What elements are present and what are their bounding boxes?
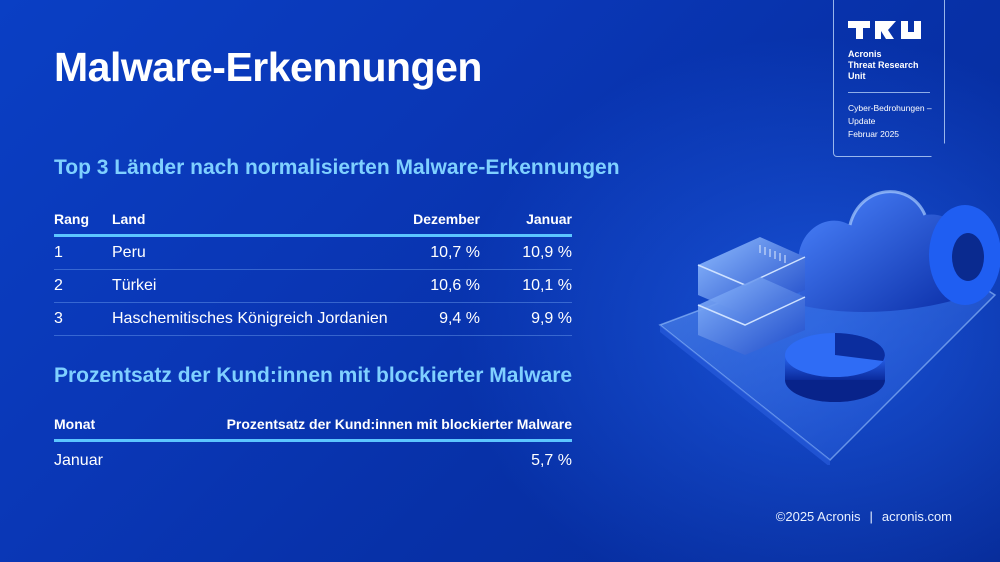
col-header-january: Januar <box>480 205 572 237</box>
table-header-row: Monat Prozentsatz der Kund:innen mit blo… <box>54 410 572 442</box>
col-header-month: Monat <box>54 410 119 442</box>
badge-divider <box>848 92 930 93</box>
december-cell: 10,6 % <box>398 269 480 303</box>
january-cell: 10,1 % <box>480 269 572 303</box>
month-cell: Januar <box>54 452 103 469</box>
blocked-malware-table: Monat Prozentsatz der Kund:innen mit blo… <box>54 410 572 477</box>
col-header-country: Land <box>112 205 398 237</box>
section2-heading: Prozentsatz der Kund:innen mit blockiert… <box>54 364 573 387</box>
badge-report-line: Update <box>848 116 876 126</box>
country-cell: Peru <box>112 235 398 270</box>
col-header-percentage: Prozentsatz der Kund:innen mit blockiert… <box>118 410 572 442</box>
col-header-december: Dezember <box>398 205 480 237</box>
cloud-icon <box>798 190 961 312</box>
footer-separator: | <box>869 509 873 524</box>
table-row: 1 Peru 10,7 % 10,9 % <box>54 235 572 270</box>
pie-chart-icon <box>785 333 885 402</box>
badge-org-line: Threat Research <box>848 60 919 70</box>
footer: ©2025 Acronis | acronis.com <box>776 509 952 524</box>
country-cell: Türkei <box>112 269 398 303</box>
december-cell: 10,7 % <box>398 235 480 270</box>
rank-cell: 3 <box>54 302 112 336</box>
badge-org-line: Acronis <box>848 49 882 59</box>
badge-report-line: Februar 2025 <box>848 129 900 139</box>
badge-report-line: Cyber-Bedrohungen – <box>848 103 932 113</box>
copyright-text: ©2025 Acronis <box>775 509 861 524</box>
table-row: 2 Türkei 10,6 % 10,1 % <box>54 269 572 303</box>
rank-cell: 2 <box>54 269 112 303</box>
tru-logo-icon <box>848 21 928 39</box>
security-illustration <box>658 190 1000 465</box>
server-icon <box>697 237 806 355</box>
country-cell: Haschemitisches Königreich Jordanien <box>112 302 398 336</box>
percentage-cell: 5,7 % <box>531 452 572 469</box>
table-row: 3 Haschemitisches Königreich Jordanien 9… <box>54 302 572 336</box>
january-cell: 10,9 % <box>480 235 572 270</box>
tru-badge: Acronis Threat Research Unit Cyber-Bedro… <box>833 0 945 157</box>
website-link[interactable]: acronis.com <box>881 509 952 524</box>
badge-org-line: Unit <box>848 71 866 81</box>
top-countries-table: Rang Land Dezember Januar 1 Peru 10,7 % … <box>54 205 572 336</box>
col-header-rank: Rang <box>54 205 112 237</box>
table-row: Januar 5,7 % <box>54 441 572 478</box>
rank-cell: 1 <box>54 235 112 270</box>
section1-heading: Top 3 Länder nach normalisierten Malware… <box>54 156 620 179</box>
donut-icon <box>929 205 1000 305</box>
january-cell: 9,9 % <box>480 302 572 336</box>
page-title: Malware-Erkennungen <box>54 44 482 90</box>
december-cell: 9,4 % <box>398 302 480 336</box>
table-header-row: Rang Land Dezember Januar <box>54 205 572 237</box>
